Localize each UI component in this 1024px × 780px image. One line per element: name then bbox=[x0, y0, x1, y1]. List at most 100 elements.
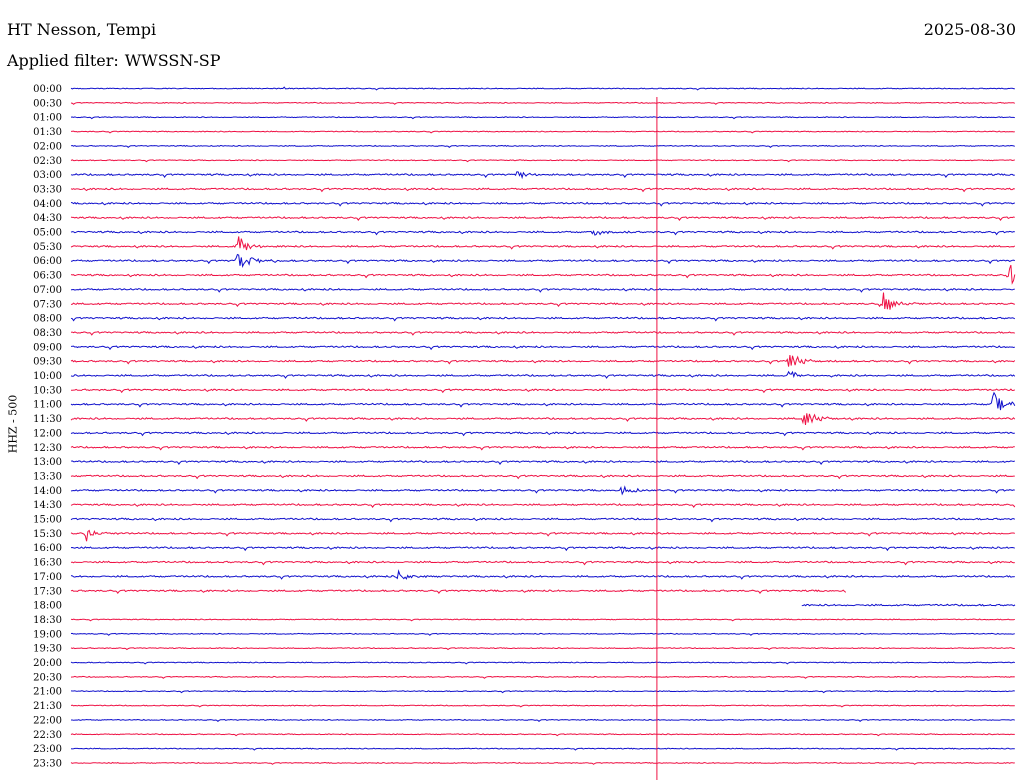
trace-row bbox=[70, 370, 1016, 379]
station-title: HT Nesson, Tempi bbox=[7, 20, 157, 39]
trace-row bbox=[70, 632, 1015, 636]
time-tick-label: 09:00 bbox=[33, 342, 62, 353]
trace-row bbox=[70, 144, 1015, 148]
trace-row bbox=[70, 431, 1015, 437]
time-tick-label: 14:30 bbox=[33, 500, 62, 511]
trace-row bbox=[70, 460, 1016, 465]
trace-row bbox=[70, 661, 1015, 665]
chart-date: 2025-08-30 bbox=[923, 20, 1016, 39]
trace-row bbox=[70, 201, 1015, 207]
trace-row bbox=[70, 130, 1015, 134]
time-tick-label: 04:30 bbox=[33, 213, 62, 224]
trace-row bbox=[70, 236, 1016, 251]
trace-row bbox=[70, 761, 1015, 765]
time-tick-label: 01:30 bbox=[33, 127, 62, 138]
time-tick-label: 13:00 bbox=[33, 457, 62, 468]
time-tick-label: 22:00 bbox=[33, 715, 62, 726]
trace-row bbox=[70, 517, 1016, 523]
time-tick-label: 15:30 bbox=[33, 529, 62, 540]
time-tick-label: 00:30 bbox=[33, 98, 62, 109]
time-tick-label: 18:00 bbox=[33, 601, 62, 612]
time-tick-label: 03:30 bbox=[33, 184, 62, 195]
time-tick-label: 19:30 bbox=[33, 644, 62, 655]
trace-row bbox=[801, 603, 1016, 607]
trace-row bbox=[70, 546, 1015, 552]
time-tick-label: 23:30 bbox=[33, 758, 62, 769]
trace-row bbox=[70, 413, 1016, 425]
trace-row bbox=[70, 216, 1015, 221]
filter-line: Applied filter: WWSSN-SP bbox=[7, 51, 220, 70]
trace-row bbox=[70, 589, 847, 595]
time-tick-label: 07:30 bbox=[33, 299, 62, 310]
trace-row bbox=[70, 704, 1015, 708]
time-tick-label: 03:00 bbox=[33, 170, 62, 181]
trace-row bbox=[70, 253, 1015, 268]
trace-row bbox=[70, 171, 1015, 180]
time-tick-label: 04:00 bbox=[33, 199, 62, 210]
time-tick-label: 13:30 bbox=[33, 471, 62, 482]
time-tick-label: 08:30 bbox=[33, 328, 62, 339]
trace-row bbox=[70, 330, 1015, 336]
time-tick-label: 14:00 bbox=[33, 486, 62, 497]
trace-row bbox=[70, 355, 1016, 367]
trace-row bbox=[70, 675, 1015, 679]
trace-row bbox=[70, 159, 1015, 163]
filter-label: Applied filter: bbox=[7, 51, 119, 70]
time-tick-label: 11:30 bbox=[33, 414, 62, 425]
trace-row bbox=[71, 718, 1015, 722]
trace-row bbox=[70, 316, 1016, 322]
time-tick-label: 02:00 bbox=[33, 141, 62, 152]
time-tick-label: 06:30 bbox=[33, 271, 62, 282]
trace-row bbox=[70, 229, 1015, 236]
trace-row bbox=[70, 647, 1015, 651]
time-tick-label: 21:00 bbox=[33, 687, 62, 698]
time-tick-label: 05:00 bbox=[33, 228, 62, 239]
time-tick-label: 17:00 bbox=[33, 572, 62, 583]
trace-row bbox=[70, 345, 1015, 351]
time-tick-label: 22:30 bbox=[33, 730, 62, 741]
time-tick-label: 06:00 bbox=[33, 256, 62, 267]
trace-row bbox=[70, 86, 1015, 91]
trace-row bbox=[70, 569, 1015, 580]
time-tick-label: 11:00 bbox=[33, 400, 62, 411]
trace-row bbox=[70, 292, 1015, 310]
trace-row bbox=[70, 485, 1015, 496]
time-tick-label: 19:00 bbox=[33, 629, 62, 640]
time-tick-label: 12:00 bbox=[33, 428, 62, 439]
time-tick-label: 12:30 bbox=[33, 443, 62, 454]
trace-row bbox=[70, 116, 1015, 120]
trace-row bbox=[70, 690, 1015, 694]
trace-row bbox=[70, 264, 1016, 285]
time-tick-label: 10:30 bbox=[33, 385, 62, 396]
filter-value: WWSSN-SP bbox=[124, 51, 221, 70]
time-tick-label: 20:30 bbox=[33, 672, 62, 683]
trace-row bbox=[70, 529, 1015, 542]
time-tick-label: 10:00 bbox=[33, 371, 62, 382]
time-tick-label: 20:00 bbox=[33, 658, 62, 669]
time-tick-label: 00:00 bbox=[33, 84, 62, 95]
time-tick-label: 23:00 bbox=[33, 744, 62, 755]
trace-row bbox=[71, 388, 1015, 394]
trace-row bbox=[70, 187, 1015, 193]
time-tick-label: 18:30 bbox=[33, 615, 62, 626]
time-tick-label: 01:00 bbox=[33, 113, 62, 124]
time-tick-label: 17:30 bbox=[33, 586, 62, 597]
trace-row bbox=[70, 287, 1015, 293]
time-tick-label: 09:30 bbox=[33, 357, 62, 368]
time-tick-label: 05:30 bbox=[33, 242, 62, 253]
trace-row bbox=[70, 733, 1015, 737]
trace-row bbox=[70, 747, 1015, 751]
trace-row bbox=[70, 503, 1016, 508]
time-tick-label: 02:30 bbox=[33, 156, 62, 167]
time-tick-label: 21:30 bbox=[33, 701, 62, 712]
trace-row bbox=[70, 474, 1015, 480]
time-tick-label: 08:00 bbox=[33, 314, 62, 325]
trace-row bbox=[70, 101, 1015, 105]
time-tick-label: 07:00 bbox=[33, 285, 62, 296]
trace-row bbox=[70, 618, 1015, 622]
time-tick-label: 16:30 bbox=[33, 558, 62, 569]
trace-row bbox=[70, 560, 1015, 566]
trace-row bbox=[70, 391, 1016, 411]
time-tick-label: 15:00 bbox=[33, 515, 62, 526]
